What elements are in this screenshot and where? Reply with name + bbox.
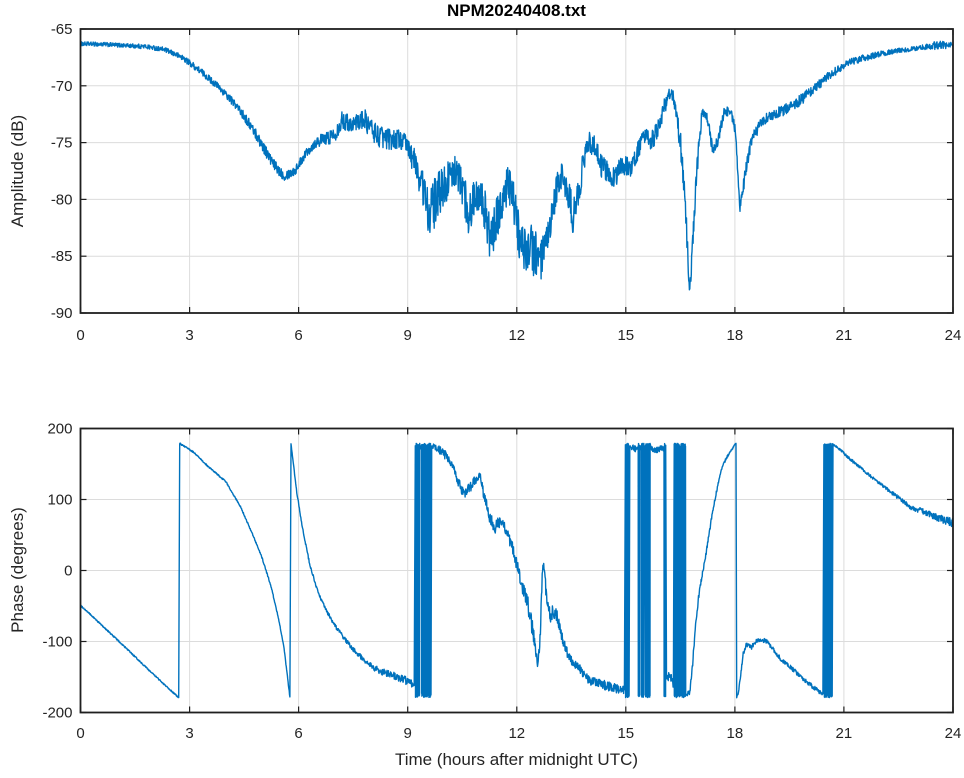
y-tick-label: 200 <box>47 421 72 438</box>
x-tick-label: 24 <box>945 725 962 742</box>
x-tick-label: 9 <box>404 725 412 742</box>
x-tick-label: 3 <box>185 327 193 344</box>
y-tick-label: -65 <box>51 21 73 38</box>
x-tick-label: 15 <box>617 327 634 344</box>
y-tick-label: -200 <box>42 705 72 722</box>
y-tick-label: -90 <box>51 305 73 322</box>
tick-labels: 0 3 6 9 12 15 18 21 24 -65 -70 -75 -80 -85 -90 <box>51 21 962 344</box>
data-line <box>80 40 953 291</box>
x-tick-label: 21 <box>836 327 853 344</box>
y-tick-label: -80 <box>51 191 73 208</box>
grid <box>80 28 954 314</box>
data-line <box>80 442 953 699</box>
y-tick-label: -85 <box>51 248 73 265</box>
tick-marks <box>79 28 954 314</box>
y-tick-label: -100 <box>42 634 72 651</box>
phase-plot: 0 3 6 9 12 15 18 21 24 200 100 0 -100 -200 <box>42 421 961 743</box>
x-tick-label: 6 <box>294 327 302 344</box>
y-tick-label: -75 <box>51 135 73 152</box>
x-tick-label: 0 <box>76 725 84 742</box>
time-xlabel: Time (hours after midnight UTC) <box>394 750 639 769</box>
x-tick-label: 24 <box>945 327 962 344</box>
x-tick-label: 9 <box>404 327 412 344</box>
grid <box>80 428 954 713</box>
amplitude-plot: 0 3 6 9 12 15 18 21 24 -65 -70 -75 -80 -85 -90 <box>51 21 962 344</box>
x-tick-label: 6 <box>294 725 302 742</box>
x-tick-label: 12 <box>508 327 525 344</box>
x-tick-label: 12 <box>508 725 525 742</box>
amplitude-ylabel: Amplitude (dB) <box>8 114 27 228</box>
x-tick-label: 18 <box>727 725 744 742</box>
figure-title: NPM20240408.txt <box>447 1 586 20</box>
tick-marks <box>79 427 954 714</box>
tick-labels: 0 3 6 9 12 15 18 21 24 200 100 0 -100 -200 <box>42 421 961 743</box>
y-tick-label: -70 <box>51 78 73 95</box>
x-tick-label: 15 <box>617 725 634 742</box>
x-tick-label: 0 <box>76 327 84 344</box>
x-tick-label: 18 <box>727 327 744 344</box>
phase-ylabel: Phase (degrees) <box>8 507 27 633</box>
x-tick-label: 3 <box>185 725 193 742</box>
y-tick-label: 100 <box>47 492 72 509</box>
x-tick-label: 21 <box>836 725 853 742</box>
y-tick-label: 0 <box>64 563 72 580</box>
